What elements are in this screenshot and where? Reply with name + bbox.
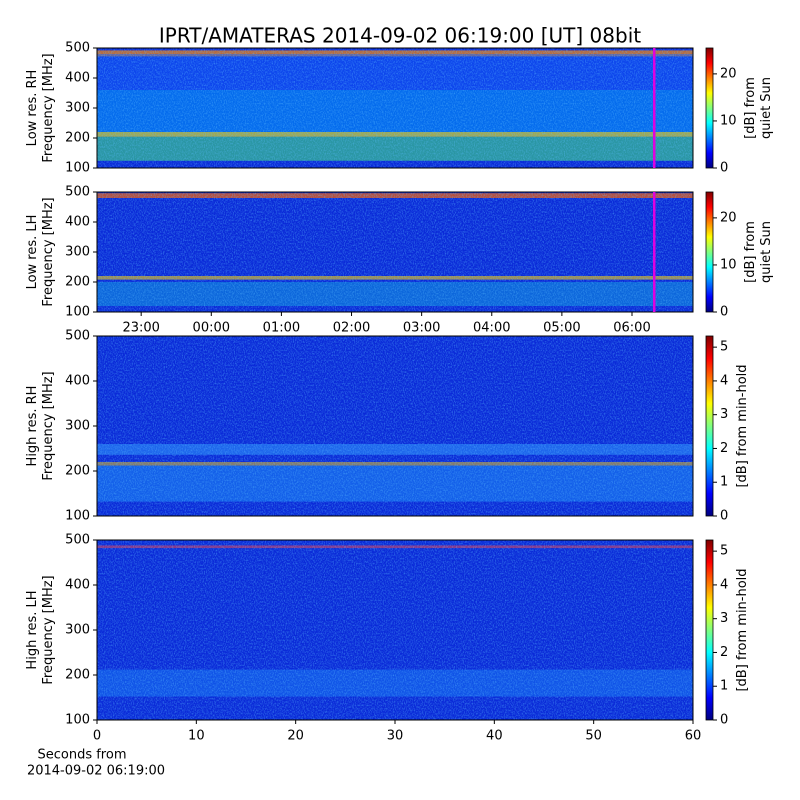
y-tick-label: 400 [65, 374, 90, 389]
y-tick-label: 500 [65, 41, 90, 56]
y-tick-label: 100 [65, 161, 90, 176]
colorbar-label: [dB] from min-hold [735, 568, 750, 691]
colorbar-label-line: quiet Sun [759, 77, 774, 139]
colorbar-tick-label: 4 [720, 373, 728, 388]
colorbar-tick-label: 1 [720, 679, 728, 694]
x-tick-label: 30 [387, 729, 404, 744]
colorbar-tick-label: 10 [720, 257, 737, 272]
y-axis-label-line: Frequency [MHz] [41, 197, 56, 306]
spectrogram-noise [97, 336, 693, 516]
x-tick-label: 02:00 [333, 321, 370, 336]
y-tick-label: 400 [65, 71, 90, 86]
colorbar-tick-label: 0 [720, 713, 728, 728]
colorbar-tick-label: 3 [720, 407, 728, 422]
x-tick-label: 50 [585, 729, 602, 744]
spectrogram-noise [97, 192, 693, 312]
colorbar-tick-label: 5 [720, 544, 728, 559]
colorbar-tick-label: 20 [720, 66, 737, 81]
spectrogram-noise [97, 540, 693, 720]
colorbar-tick-label: 2 [720, 645, 728, 660]
y-axis-label-line: Low res. RH [25, 70, 40, 147]
x-tick-label: 00:00 [193, 321, 230, 336]
x-tick-label: 03:00 [403, 321, 440, 336]
x-tick-label: 40 [486, 729, 503, 744]
title: IPRT/AMATERAS 2014-09-02 06:19:00 [UT] 0… [159, 24, 641, 48]
colorbar-tick-label: 2 [720, 441, 728, 456]
y-axis-label-line: High res. LH [25, 590, 40, 669]
y-axis-label-line: Low res. LH [25, 215, 40, 290]
y-tick-label: 200 [65, 131, 90, 146]
y-tick-label: 200 [65, 275, 90, 290]
colorbar-tick-label: 4 [720, 577, 728, 592]
x-tick-label: 23:00 [122, 321, 159, 336]
colorbar-tick-label: 5 [720, 340, 728, 355]
y-tick-label: 400 [65, 215, 90, 230]
spectrogram-noise [97, 48, 693, 168]
y-tick-label: 100 [65, 713, 90, 728]
y-tick-label: 300 [65, 101, 90, 116]
y-axis-label-line: Frequency [MHz] [41, 575, 56, 684]
colorbar-tick-label: 20 [720, 210, 737, 225]
colorbar-label: [dB] fromquiet Sun [743, 77, 774, 139]
colorbar-tick-label: 10 [720, 113, 737, 128]
x-tick-label: 0 [93, 729, 101, 744]
x-tick-label: 01:00 [263, 321, 300, 336]
y-axis-label: Low res. LHFrequency [MHz] [25, 197, 56, 306]
colorbar [705, 191, 714, 313]
colorbar-label-line: [dB] from [743, 77, 758, 139]
x-tick-label: 04:00 [473, 321, 510, 336]
y-tick-label: 500 [65, 329, 90, 344]
y-tick-label: 500 [65, 185, 90, 200]
y-axis-label-line: Frequency [MHz] [41, 53, 56, 162]
x-tick-label: 06:00 [613, 321, 650, 336]
y-tick-label: 300 [65, 623, 90, 638]
colorbar-tick-label: 0 [720, 305, 728, 320]
colorbar-tick-label: 1 [720, 475, 728, 490]
y-axis-label: High res. LHFrequency [MHz] [25, 575, 56, 684]
colorbar [705, 539, 714, 721]
y-axis-label-line: Frequency [MHz] [41, 371, 56, 480]
y-tick-label: 200 [65, 668, 90, 683]
colorbar-label-line: [dB] from min-hold [735, 364, 750, 487]
x-tick-label: 05:00 [543, 321, 580, 336]
y-tick-label: 200 [65, 464, 90, 479]
colorbar [705, 47, 714, 169]
y-tick-label: 500 [65, 533, 90, 548]
y-tick-label: 300 [65, 419, 90, 434]
colorbar-tick-label: 0 [720, 161, 728, 176]
colorbar-label-line: [dB] from min-hold [735, 568, 750, 691]
y-tick-label: 300 [65, 245, 90, 260]
colorbar-label: [dB] fromquiet Sun [743, 221, 774, 283]
x-axis-label: Seconds from [37, 748, 126, 763]
colorbar-tick-label: 3 [720, 611, 728, 626]
colorbar-tick-label: 0 [720, 509, 728, 524]
x-axis-label: 2014-09-02 06:19:00 [27, 764, 165, 779]
y-axis-label: High res. RHFrequency [MHz] [25, 371, 56, 480]
y-axis-label-line: High res. RH [25, 386, 40, 467]
y-axis-label: Low res. RHFrequency [MHz] [25, 53, 56, 162]
y-tick-label: 400 [65, 578, 90, 593]
x-tick-label: 10 [188, 729, 205, 744]
x-tick-label: 60 [685, 729, 702, 744]
colorbar-label: [dB] from min-hold [735, 364, 750, 487]
y-tick-label: 100 [65, 305, 90, 320]
colorbar [705, 335, 714, 517]
colorbar-label-line: quiet Sun [759, 221, 774, 283]
colorbar-label-line: [dB] from [743, 221, 758, 283]
y-tick-label: 100 [65, 509, 90, 524]
x-tick-label: 20 [287, 729, 304, 744]
